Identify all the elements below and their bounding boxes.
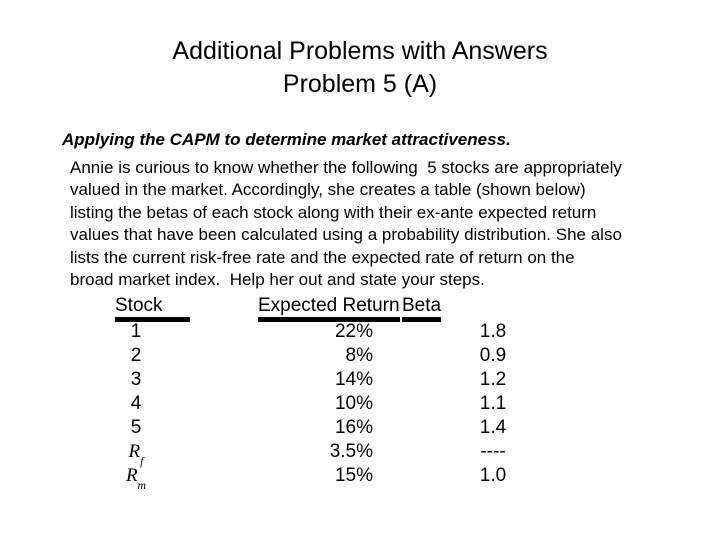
expected-return-cell: 3.5% (329, 441, 373, 462)
table-row: 2 8% 0.9 (0, 344, 720, 368)
stock-label: R (125, 465, 138, 486)
slide-title: Additional Problems with Answers Problem… (0, 35, 720, 101)
table-row-risk-free-rate: Rf 3.5% ---- (0, 440, 720, 467)
table-row-market-return: Rm 15% 1.0 (0, 464, 720, 491)
beta-cell: 1.2 (479, 369, 507, 390)
beta-cell: 1.8 (479, 321, 507, 342)
problem-heading: Applying the CAPM to determine market at… (62, 130, 511, 149)
stock-label-sub: m (137, 478, 147, 492)
expected-return-cell: 16% (334, 417, 373, 438)
expected-return-cell: 8% (345, 345, 373, 366)
stock-label: 2 (130, 345, 142, 366)
stock-cell: 5 (100, 416, 172, 440)
expected-return-cell: 22% (334, 321, 373, 342)
beta-cell: 1.1 (479, 393, 507, 414)
beta-cell: ---- (480, 441, 506, 462)
paragraph-line: Annie is curious to know whether the fol… (70, 158, 622, 177)
stock-label: 5 (130, 417, 142, 438)
stock-cell: 1 (100, 320, 172, 344)
paragraph-line: valued in the market. Accordingly, she c… (70, 180, 586, 200)
slide-title-line1: Additional Problems with Answers (172, 37, 548, 65)
expected-return-cell: 10% (334, 393, 373, 414)
table-header-beta: Beta (402, 296, 442, 322)
paragraph-line: values that have been calculated using a… (70, 225, 622, 245)
stock-label: 4 (130, 393, 142, 414)
stock-cell: 2 (100, 344, 172, 368)
slide-title-line2: Problem 5 (A) (282, 70, 438, 98)
expected-return-cell: 15% (334, 465, 373, 486)
beta-cell: 1.4 (479, 417, 507, 438)
table-header-stock: Stock (115, 296, 190, 322)
beta-cell: 0.9 (479, 345, 507, 366)
stock-label: 3 (130, 369, 142, 390)
stock-cell: 3 (100, 368, 172, 392)
problem-paragraph: Annie is curious to know whether the fol… (70, 157, 622, 291)
paragraph-line: lists the current risk-free rate and the… (70, 247, 575, 267)
stock-cell: Rm (100, 464, 172, 491)
beta-cell: 1.0 (479, 465, 507, 486)
stock-cell: 4 (100, 392, 172, 416)
table-row: 4 10% 1.1 (0, 392, 720, 416)
paragraph-line: listing the betas of each stock along wi… (70, 202, 597, 222)
table-row: 3 14% 1.2 (0, 368, 720, 392)
stock-cell: Rf (100, 440, 172, 467)
stock-label: 1 (130, 321, 142, 342)
expected-return-cell: 14% (334, 369, 373, 390)
table-header-expected-return: Expected Return (258, 296, 400, 322)
paragraph-line: broad market index. Help her out and sta… (70, 270, 485, 290)
table-row: 5 16% 1.4 (0, 416, 720, 440)
stock-label-sub: f (140, 454, 144, 468)
stock-label: R (128, 441, 141, 462)
table-row: 1 22% 1.8 (0, 320, 720, 344)
